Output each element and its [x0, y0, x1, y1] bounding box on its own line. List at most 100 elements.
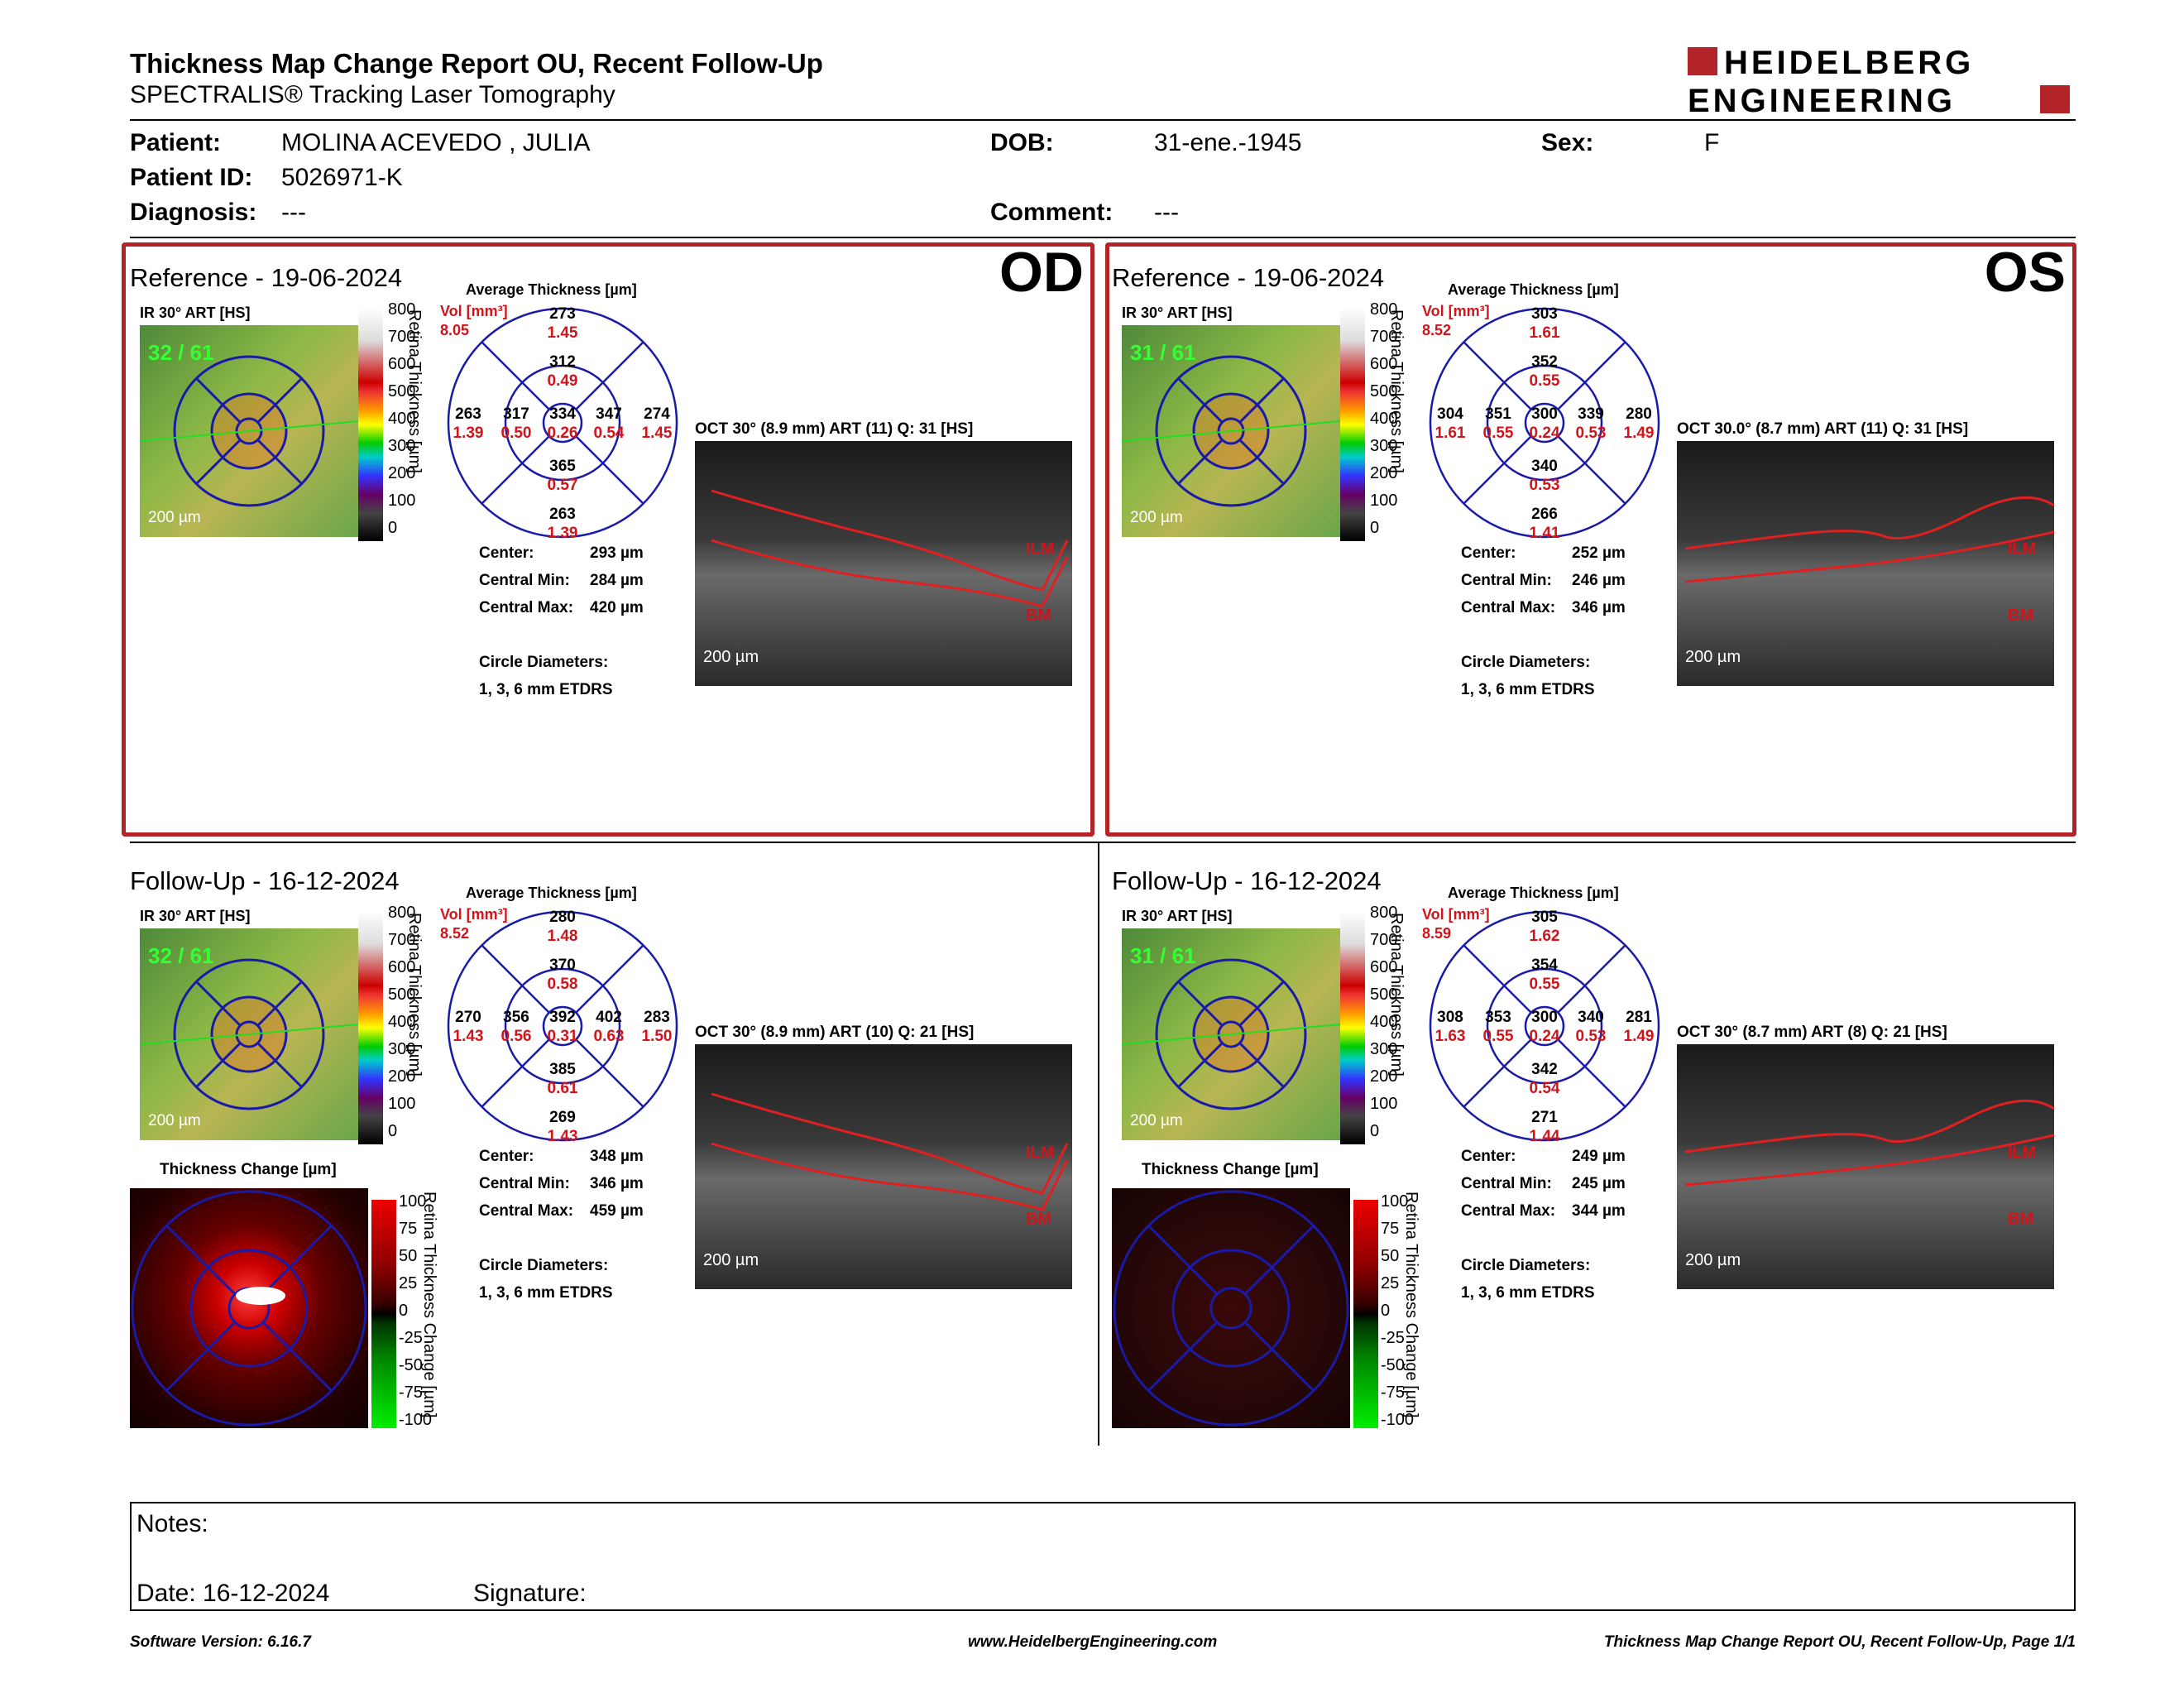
- os-thickness-change-title: Thickness Change [µm]: [1142, 1161, 1319, 1178]
- etdrs-sector-b-in: 342 0.54: [1524, 1060, 1565, 1098]
- dob-label: DOB:: [990, 129, 1054, 156]
- thickness-axis-label: Retina Thickness [µm]: [405, 913, 424, 1077]
- etdrs-sector-l-in: 317 0.50: [496, 405, 537, 443]
- sector-thickness: 402: [596, 1009, 622, 1026]
- tick-label: -25: [1381, 1329, 1405, 1347]
- oct-layer-lines: [711, 1092, 1069, 1211]
- sector-volume: 0.55: [1482, 1028, 1514, 1045]
- os-thickness-change-map: [1112, 1188, 1350, 1428]
- circle-diameters-label: Circle Diameters:: [479, 1257, 609, 1274]
- etdrs-sector-b-in: 340 0.53: [1524, 457, 1565, 495]
- panel-title: Follow-Up - 16-12-2024: [1112, 866, 1382, 895]
- thickness-ticks: 800 700 600 500 400 300 200 100 0: [1370, 296, 1397, 542]
- signature-label: Signature:: [473, 1580, 587, 1607]
- etdrs-sector-c: 300 0.24: [1524, 1008, 1565, 1046]
- sector-volume: 1.50: [641, 1028, 673, 1045]
- sector-thickness: 312: [549, 353, 576, 371]
- center-label: Center:: [1461, 1148, 1516, 1165]
- sector-volume: 0.53: [1529, 477, 1560, 494]
- od-thickness-change-title: Thickness Change [µm]: [160, 1161, 337, 1178]
- sector-volume: 0.54: [1529, 1080, 1560, 1097]
- sector-thickness: 339: [1578, 405, 1604, 423]
- dob-value: 31-ene.-1945: [1154, 129, 1302, 156]
- circle-diameters-label: Circle Diameters:: [1461, 654, 1591, 671]
- report-subtitle: SPECTRALIS® Tracking Laser Tomography: [130, 81, 615, 108]
- etdrs-grid: [1429, 307, 1660, 539]
- sector-thickness: 356: [503, 1009, 529, 1026]
- ir-label: IR 30° ART [HS]: [140, 908, 251, 924]
- tick-label: -75: [399, 1383, 423, 1402]
- os-change-ticks: 100 75 50 25 0 -25 -50 -75 -100: [1381, 1188, 1414, 1434]
- etdrs-sector-c: 334 0.26: [542, 405, 583, 443]
- etdrs-sector-r-in: 347 0.54: [588, 405, 630, 443]
- os-reference-panel: Reference - 19-06-2024 OS IR 30° ART [HS…: [1112, 241, 2066, 826]
- oct-label: OCT 30° (8.7 mm) ART (8) Q: 21 [HS]: [1677, 1024, 1947, 1041]
- etdrs-grid: [447, 910, 678, 1142]
- tick-label: 0: [399, 1302, 409, 1320]
- etdrs-sector-t-out: 305 1.62: [1524, 908, 1565, 946]
- thickness-axis-label: Retina Thickness [µm]: [1387, 309, 1406, 473]
- vol-label: Vol [mm³]: [440, 906, 508, 923]
- vol-total: 8.52: [440, 925, 470, 942]
- panel: Reference - 19-06-2024 OS IR 30° ART [HS…: [1112, 241, 2066, 826]
- oct-bscan: ILM BM 200 µm: [695, 441, 1072, 686]
- tick-label: 600: [388, 958, 416, 976]
- central-min-value: 245 µm: [1572, 1175, 1626, 1192]
- etdrs-sector-l-out: 304 1.61: [1430, 405, 1471, 443]
- sector-volume: 0.26: [547, 424, 578, 442]
- vol-label: Vol [mm³]: [440, 303, 508, 319]
- central-max-value: 344 µm: [1572, 1202, 1626, 1220]
- sector-thickness: 351: [1485, 405, 1511, 423]
- etdrs-sector-r-in: 340 0.53: [1570, 1008, 1612, 1046]
- diagnosis-value: ---: [281, 199, 306, 226]
- etdrs-sector-r-out: 281 1.49: [1618, 1008, 1660, 1046]
- etdrs-sector-t-in: 312 0.49: [542, 352, 583, 391]
- tick-label: 400: [388, 410, 416, 428]
- etdrs-grid: [1429, 910, 1660, 1142]
- sector-thickness: 317: [503, 405, 529, 423]
- central-max-value: 459 µm: [590, 1202, 644, 1220]
- thickness-colorbar: [358, 308, 383, 541]
- website-link[interactable]: www.HeidelbergEngineering.com: [968, 1633, 1218, 1651]
- sector-volume: 0.53: [1575, 424, 1607, 442]
- patient-label: Patient:: [130, 129, 222, 156]
- tick-label: 600: [1370, 958, 1398, 976]
- sector-volume: 1.48: [547, 928, 578, 945]
- sector-thickness: 308: [1437, 1009, 1463, 1026]
- notes-label: Notes:: [136, 1510, 208, 1537]
- tick-label: -100: [399, 1411, 433, 1429]
- etdrs-sector-t-in: 354 0.55: [1524, 956, 1565, 994]
- ir-label: IR 30° ART [HS]: [1122, 305, 1233, 321]
- sector-volume: 0.24: [1529, 1028, 1560, 1045]
- avg-thickness-title: Average Thickness [µm]: [1448, 281, 1619, 298]
- circle-diameters-value: 1, 3, 6 mm ETDRS: [1461, 1284, 1595, 1302]
- sector-thickness: 392: [549, 1009, 576, 1026]
- od-reference-frame: [122, 242, 1094, 837]
- sector-thickness: 281: [1626, 1009, 1652, 1026]
- sector-thickness: 353: [1485, 1009, 1511, 1026]
- sector-thickness: 271: [1531, 1109, 1558, 1126]
- fundus-scalebar: 200 µm: [148, 509, 201, 526]
- sector-thickness: 263: [455, 405, 481, 423]
- etdrs-sector-l-out: 270 1.43: [448, 1008, 489, 1046]
- od-thickness-change-map: [130, 1188, 368, 1428]
- avg-thickness-title: Average Thickness [µm]: [1448, 885, 1619, 901]
- sex-label: Sex:: [1541, 129, 1594, 156]
- etdrs-sector-b-in: 365 0.57: [542, 457, 583, 495]
- frame-count: 32 / 61: [148, 943, 214, 968]
- tick-label: 100: [388, 492, 416, 510]
- tick-label: 800: [388, 300, 416, 319]
- circle-diameters-label: Circle Diameters:: [1461, 1257, 1591, 1274]
- patient-id-value: 5026971-K: [281, 164, 403, 191]
- sector-volume: 1.39: [453, 424, 484, 442]
- comment-label: Comment:: [990, 199, 1114, 226]
- ilm-label: ILM: [2008, 540, 2037, 559]
- thickness-ticks: 800 700 600 500 400 300 200 100 0: [1370, 899, 1397, 1145]
- central-max-value: 346 µm: [1572, 599, 1626, 616]
- sector-volume: 0.54: [593, 424, 625, 442]
- tick-label: 500: [388, 382, 416, 400]
- panel: Reference - 19-06-2024 OD IR 30° ART [HS…: [130, 241, 1084, 826]
- tick-label: 0: [388, 1122, 398, 1140]
- os-followup-panel: Follow-Up - 16-12-2024 IR 30° ART [HS] 3…: [1112, 866, 2066, 1429]
- vol-total: 8.59: [1422, 925, 1452, 942]
